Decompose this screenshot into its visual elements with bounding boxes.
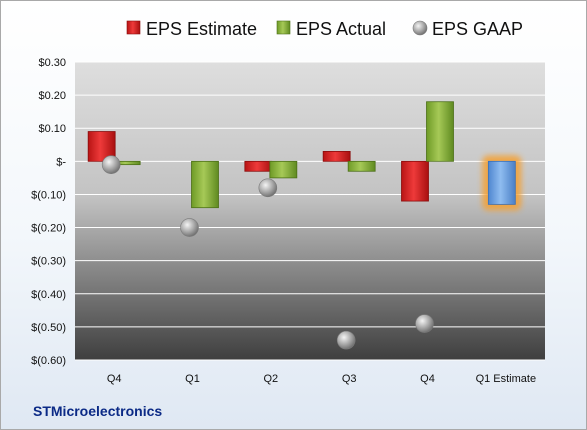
eps-estimate-bar — [87, 131, 116, 162]
eps-gaap-marker — [258, 178, 278, 198]
x-category-label: Q4 — [420, 373, 435, 385]
legend-swatch — [126, 20, 141, 35]
legend-label: EPS Estimate — [146, 19, 257, 39]
eps-estimate-bar — [322, 150, 351, 162]
y-tick-label: $0.20 — [38, 90, 66, 102]
y-tick-label: $0.30 — [38, 57, 66, 69]
legend-label: EPS Actual — [296, 19, 386, 39]
eps-actual-bar — [426, 101, 454, 162]
legend-label: EPS GAAP — [432, 19, 523, 39]
eps-gaap-marker — [336, 330, 356, 350]
legend-swatch — [276, 20, 291, 35]
eps-actual-bar — [269, 160, 298, 179]
eps-actual-bar — [347, 160, 376, 172]
company-label: STMicroelectronics — [33, 403, 162, 419]
y-tick-label: $(0.40) — [31, 289, 66, 301]
x-category-label: Q1 — [185, 373, 200, 385]
y-tick-label: $0.10 — [38, 123, 66, 135]
eps-estimate-bar — [401, 160, 429, 202]
x-category-label: Q1 Estimate — [476, 373, 537, 385]
y-tick-label: $(0.20) — [31, 223, 66, 235]
eps-actual-bar — [191, 160, 219, 209]
y-tick-label: $(0.10) — [31, 189, 66, 201]
eps-gaap-marker — [180, 218, 199, 237]
eps-estimate-bar — [244, 160, 273, 172]
y-tick-label: $- — [56, 156, 66, 168]
y-tick-label: $(0.30) — [31, 256, 66, 268]
q1-estimate-bar — [487, 160, 516, 205]
x-category-label: Q4 — [107, 373, 122, 385]
x-category-label: Q3 — [342, 373, 357, 385]
eps-gaap-marker — [415, 314, 434, 333]
x-category-label: Q2 — [263, 373, 278, 385]
plot-area — [75, 62, 545, 360]
y-tick-label: $(0.60) — [31, 355, 66, 367]
y-tick-label: $(0.50) — [31, 322, 66, 334]
legend-swatch — [412, 20, 428, 36]
eps-gaap-marker — [101, 155, 121, 174]
